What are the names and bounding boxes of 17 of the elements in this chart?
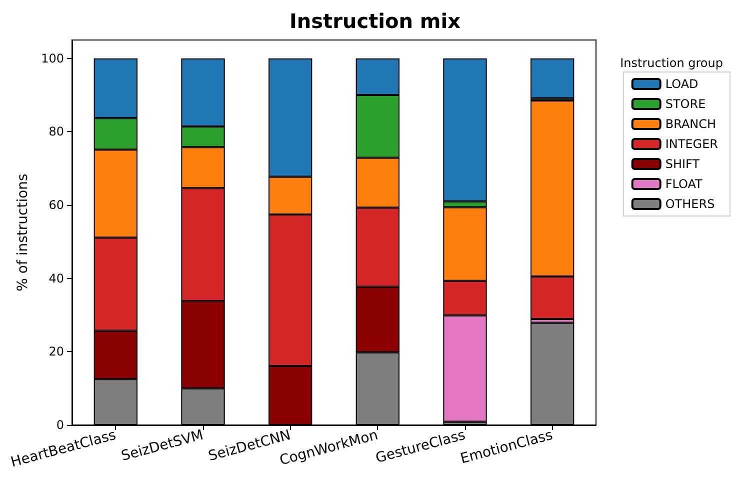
legend-label: BRANCH bbox=[665, 117, 716, 131]
y-tick-label: 40 bbox=[48, 271, 64, 286]
y-tick-label: 60 bbox=[48, 198, 64, 212]
legend-label: INTEGER bbox=[665, 137, 718, 151]
y-tick-label: 0 bbox=[56, 418, 64, 432]
legend-label: FLOAT bbox=[665, 177, 704, 191]
legend-title: Instruction group bbox=[620, 56, 723, 70]
legend-label: SHIFT bbox=[665, 157, 700, 171]
y-tick-label: 20 bbox=[48, 344, 64, 359]
bar bbox=[530, 58, 574, 98]
y-axis-title: % of instructions bbox=[15, 174, 32, 292]
legend-label: LOAD bbox=[665, 77, 698, 91]
legend-label: STORE bbox=[665, 97, 706, 111]
y-tick-label: 100 bbox=[41, 51, 64, 66]
legend-label: OTHERS bbox=[665, 197, 715, 211]
chart-title: Instruction mix bbox=[289, 9, 461, 33]
y-tick-label: 80 bbox=[48, 124, 64, 139]
